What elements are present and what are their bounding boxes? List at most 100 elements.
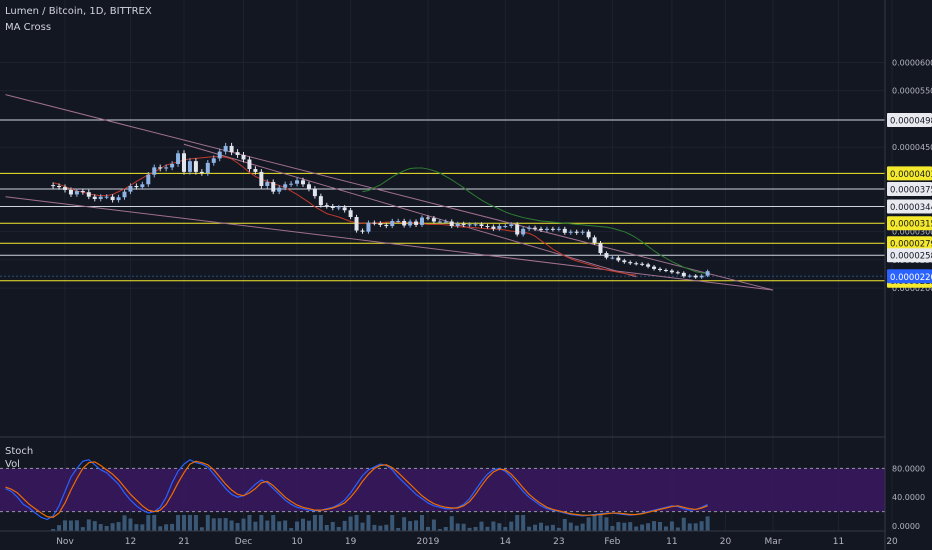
indicator-label[interactable]: MA Cross bbox=[5, 22, 52, 33]
candle-body-85 bbox=[556, 228, 561, 230]
candle-body-27 bbox=[211, 158, 216, 163]
volume-bar-100 bbox=[646, 523, 651, 531]
volume-bar-32 bbox=[241, 518, 246, 531]
volume-bar-70 bbox=[467, 527, 472, 531]
level-tag-2-text: 0.00003756 bbox=[890, 186, 932, 196]
volume-bar-94 bbox=[610, 526, 615, 531]
candle-body-80 bbox=[527, 227, 532, 229]
volume-bar-15 bbox=[140, 524, 145, 531]
candle-body-101 bbox=[652, 266, 657, 269]
volume-bar-71 bbox=[473, 527, 478, 531]
candle-body-44 bbox=[312, 188, 317, 197]
volume-bar-22 bbox=[182, 515, 186, 531]
volume-bar-26 bbox=[205, 515, 210, 531]
candle-body-48 bbox=[336, 207, 341, 209]
volume-bar-20 bbox=[170, 523, 175, 531]
volume-bar-84 bbox=[550, 524, 555, 531]
volume-bar-110 bbox=[705, 516, 710, 531]
volume-bar-53 bbox=[366, 515, 371, 531]
volume-bar-69 bbox=[461, 523, 466, 531]
volume-bar-52 bbox=[360, 522, 365, 531]
volume-bar-12 bbox=[122, 515, 127, 531]
volume-bar-45 bbox=[318, 515, 323, 531]
volume-bar-16 bbox=[146, 515, 151, 531]
candle-body-33 bbox=[247, 159, 252, 170]
volume-bar-11 bbox=[116, 522, 121, 531]
candle-body-0 bbox=[51, 185, 56, 187]
candle-body-11 bbox=[116, 197, 121, 201]
candle-body-98 bbox=[634, 263, 639, 265]
price-tick-0: 0.00006000 bbox=[892, 58, 932, 67]
candle-body-35 bbox=[259, 171, 264, 186]
volume-bar-108 bbox=[693, 523, 698, 531]
candle-body-18 bbox=[158, 167, 163, 169]
volume-bar-30 bbox=[229, 520, 234, 531]
candle-body-46 bbox=[324, 205, 329, 207]
volume-bar-39 bbox=[283, 520, 288, 531]
candle-body-103 bbox=[663, 270, 668, 272]
volume-bar-48 bbox=[336, 526, 341, 531]
candle-body-30 bbox=[229, 145, 234, 153]
candle-body-43 bbox=[306, 184, 311, 189]
level-tag-0-bg bbox=[887, 113, 932, 127]
candle-body-102 bbox=[658, 268, 662, 271]
volume-bar-13 bbox=[128, 518, 133, 531]
level-tag-3-text: 0.00003446 bbox=[890, 203, 932, 213]
volume-bar-72 bbox=[479, 521, 484, 531]
candle-body-83 bbox=[544, 228, 549, 230]
candle-body-95 bbox=[616, 257, 621, 261]
time-tick-7: 14 bbox=[500, 537, 512, 547]
volume-bar-91 bbox=[592, 515, 597, 531]
volume-bar-77 bbox=[509, 521, 514, 531]
candle-body-108 bbox=[693, 275, 698, 278]
candle-body-66 bbox=[443, 221, 448, 223]
volume-bar-40 bbox=[289, 528, 294, 531]
moving-averages bbox=[52, 156, 708, 276]
volume-bar-105 bbox=[675, 527, 680, 531]
level-tag-4-text: 0.00003150 bbox=[890, 220, 932, 230]
volume-bar-19 bbox=[164, 524, 169, 531]
volume-bar-24 bbox=[193, 515, 198, 531]
candle-body-94 bbox=[610, 257, 615, 259]
candle-body-26 bbox=[205, 162, 210, 174]
grid bbox=[0, 0, 893, 531]
volume-bar-96 bbox=[622, 522, 627, 531]
volume-bar-1 bbox=[57, 525, 62, 531]
candle-body-78 bbox=[515, 224, 520, 235]
candle-body-52 bbox=[360, 230, 365, 232]
volume-bar-9 bbox=[104, 526, 109, 531]
horizontal-levels[interactable] bbox=[0, 119, 885, 282]
time-tick-10: 11 bbox=[666, 537, 677, 547]
candle-body-51 bbox=[354, 217, 359, 231]
vol-label[interactable]: Vol bbox=[5, 459, 20, 470]
level-tag-1-text: 0.00004033 bbox=[890, 170, 932, 180]
volume-bar-0 bbox=[51, 529, 56, 531]
volume-bar-8 bbox=[98, 524, 103, 531]
volume-bar-97 bbox=[628, 522, 633, 531]
candle-body-20 bbox=[170, 163, 175, 168]
ma-fast-line bbox=[52, 156, 637, 276]
volume-bar-106 bbox=[681, 517, 686, 531]
candle-body-56 bbox=[384, 224, 389, 227]
candle-body-61 bbox=[414, 221, 419, 225]
candle-body-77 bbox=[509, 224, 514, 227]
candle-body-84 bbox=[550, 228, 555, 230]
symbol-title[interactable]: Lumen / Bitcoin, 1D, BITTREX bbox=[5, 6, 152, 17]
stoch-label[interactable]: Stoch bbox=[5, 446, 34, 457]
trendlines[interactable] bbox=[5, 94, 774, 291]
volume-bar-95 bbox=[616, 522, 621, 531]
candle-body-9 bbox=[104, 196, 109, 198]
time-axis[interactable]: Nov1221Dec101920191423Feb1120Mar1120Apr bbox=[56, 537, 932, 547]
volume-bar-43 bbox=[306, 520, 311, 531]
candle-body-110 bbox=[705, 271, 710, 276]
volume-bar-65 bbox=[437, 529, 442, 531]
candle-body-5 bbox=[80, 191, 85, 193]
candle-body-19 bbox=[164, 167, 169, 169]
volume-bar-47 bbox=[330, 521, 335, 531]
candle-body-71 bbox=[473, 224, 478, 226]
candle-body-82 bbox=[539, 228, 543, 230]
volume-bars bbox=[51, 515, 710, 531]
candle-body-37 bbox=[271, 182, 276, 192]
candle-body-13 bbox=[128, 185, 133, 192]
